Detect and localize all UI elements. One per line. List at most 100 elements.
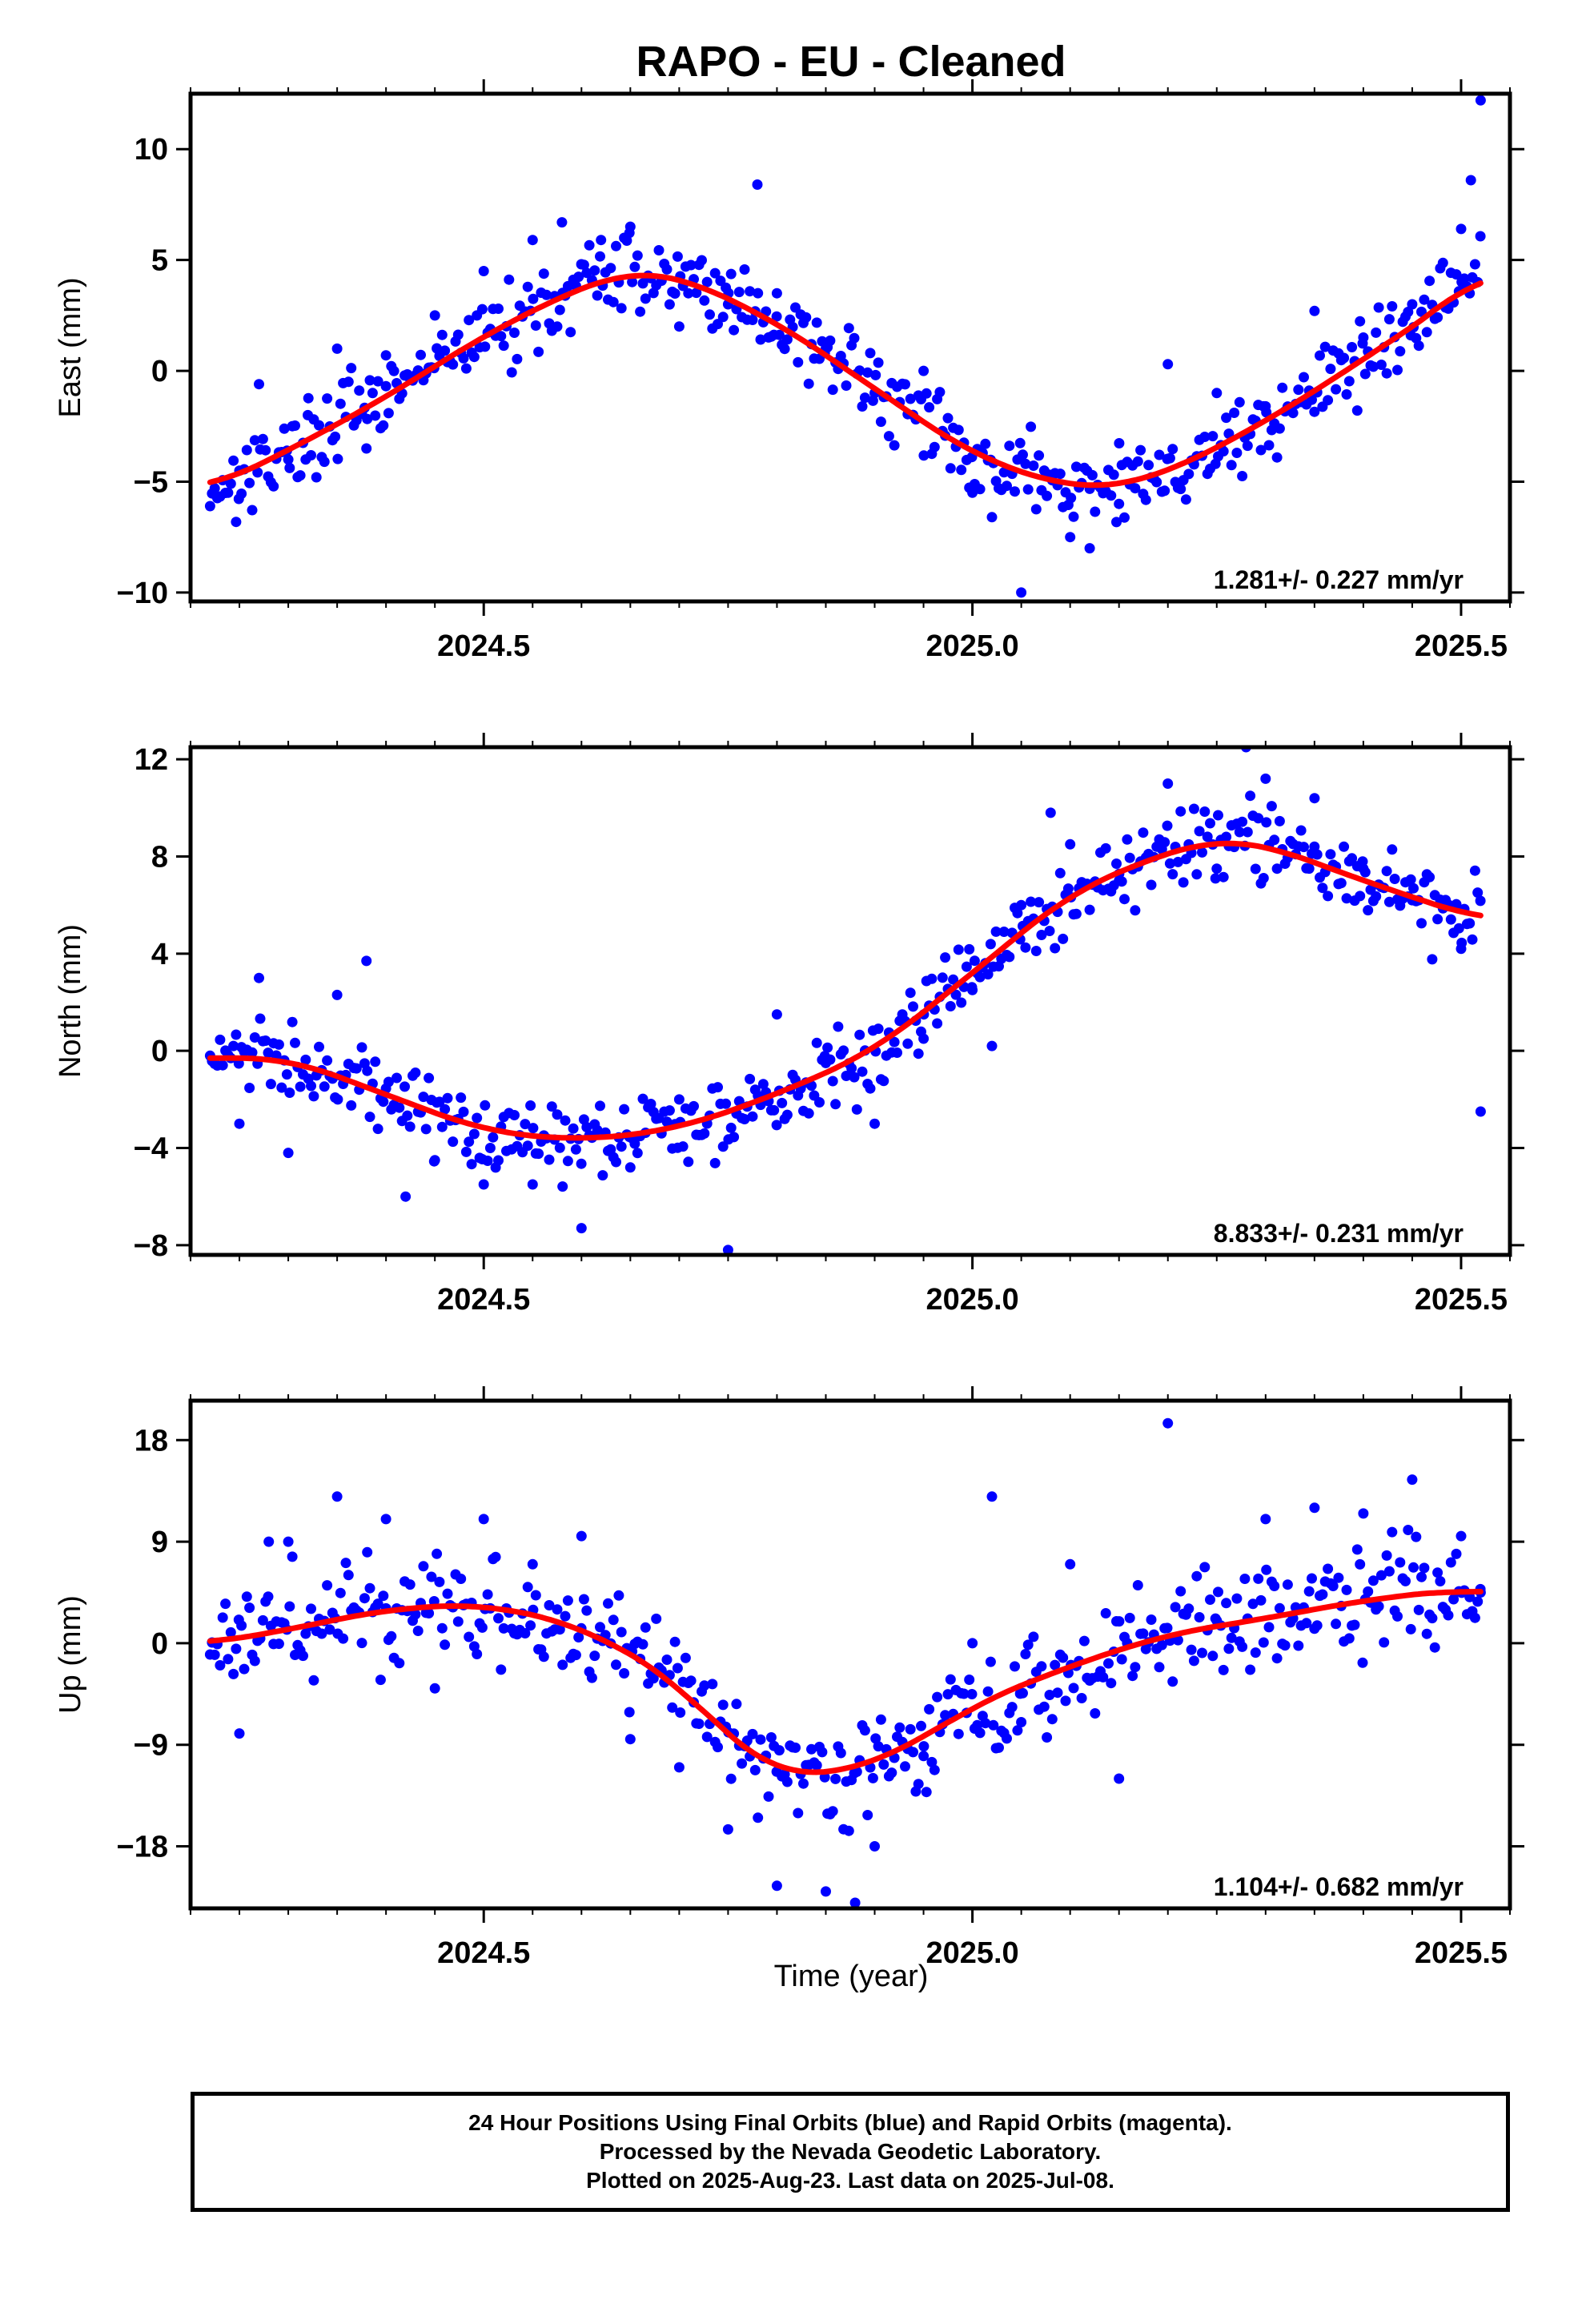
data-point [448, 1136, 459, 1148]
data-point [811, 1037, 822, 1048]
data-point [613, 1590, 624, 1601]
data-point [557, 1659, 568, 1671]
data-point [225, 478, 236, 489]
data-point [827, 1076, 838, 1087]
data-point [581, 1605, 592, 1616]
data-point-outlier [283, 1148, 294, 1159]
data-point [1343, 376, 1355, 387]
data-point [1427, 1613, 1438, 1624]
data-point [509, 328, 520, 338]
data-point [1124, 1612, 1135, 1623]
data-point-outlier [1162, 1417, 1174, 1429]
data-point [1411, 1531, 1422, 1542]
data-point [223, 487, 234, 498]
data-point [383, 1076, 394, 1088]
data-point [1403, 1525, 1414, 1535]
data-point [228, 1040, 239, 1051]
data-point [908, 1001, 918, 1012]
data-point [311, 472, 322, 483]
data-point [1186, 1644, 1197, 1655]
data-point [1060, 1695, 1071, 1707]
data-point [709, 267, 721, 279]
data-point [525, 1620, 536, 1631]
y-tick-label: 8 [151, 841, 168, 875]
data-point [769, 1104, 780, 1116]
data-point [608, 1614, 619, 1626]
data-point-outlier [771, 287, 782, 299]
data-point [1159, 485, 1170, 497]
data-point [1154, 1662, 1165, 1673]
y-tick-label: 10 [135, 133, 168, 167]
data-point [1058, 1652, 1069, 1663]
data-point [1014, 437, 1026, 448]
data-point-outlier [918, 365, 930, 376]
data-point [929, 441, 940, 452]
data-point [1012, 907, 1023, 919]
data-point [841, 1071, 852, 1081]
data-point [231, 1029, 242, 1040]
data-point [442, 1588, 453, 1599]
data-point [460, 1146, 472, 1157]
data-point [1106, 1678, 1117, 1689]
data-point [308, 1091, 319, 1102]
data-point [520, 1119, 531, 1130]
data-point [1263, 440, 1275, 451]
data-point [217, 1612, 228, 1623]
data-point [1205, 818, 1215, 829]
data-point [755, 334, 766, 345]
data-point [838, 1045, 849, 1056]
data-point [1363, 1586, 1374, 1597]
data-point [260, 1035, 271, 1046]
data-point [1108, 469, 1119, 480]
data-point [1172, 856, 1183, 867]
data-point [1018, 449, 1028, 460]
data-point-outlier [986, 1491, 998, 1502]
data-point [1028, 1631, 1039, 1642]
data-point [693, 1719, 705, 1729]
data-point [257, 433, 268, 444]
data-point [661, 263, 673, 275]
data-point [578, 1594, 589, 1605]
data-point [1331, 1618, 1342, 1630]
data-point [391, 1072, 402, 1084]
data-point [1022, 484, 1034, 495]
data-point [482, 1156, 493, 1166]
data-point [338, 1633, 349, 1644]
data-point [886, 1767, 897, 1779]
data-point [1106, 490, 1117, 501]
data-point [544, 1154, 555, 1165]
data-point [865, 1083, 876, 1094]
data-point [1191, 1570, 1203, 1582]
data-point [1253, 1573, 1264, 1584]
data-point [1424, 275, 1435, 287]
data-point [1197, 1647, 1207, 1659]
data-point [530, 1590, 541, 1601]
data-point [1199, 1562, 1211, 1573]
data-point-outlier [1407, 1474, 1418, 1486]
data-point-outlier [1465, 175, 1476, 186]
data-point [1255, 1594, 1267, 1606]
data-point [745, 286, 756, 297]
data-point [1293, 1640, 1304, 1651]
data-point-outlier [331, 989, 343, 1000]
data-point [1351, 405, 1363, 416]
data-point-outlier [361, 955, 372, 967]
data-point [1151, 476, 1162, 488]
data-point [667, 1702, 678, 1713]
data-point [1162, 820, 1173, 831]
data-point [1359, 368, 1371, 380]
data-point [220, 1598, 231, 1610]
data-point [998, 467, 1010, 478]
data-point [905, 1723, 916, 1735]
data-point [509, 1110, 520, 1120]
data-point [1327, 1581, 1339, 1591]
data-point [1408, 1562, 1419, 1573]
y-tick-label: −9 [134, 1729, 168, 1763]
data-point [1194, 826, 1205, 837]
data-point [1341, 389, 1352, 400]
data-point-outlier [1407, 299, 1418, 310]
data-point [1271, 1653, 1283, 1664]
data-point [498, 340, 509, 352]
data-point [372, 1598, 383, 1610]
